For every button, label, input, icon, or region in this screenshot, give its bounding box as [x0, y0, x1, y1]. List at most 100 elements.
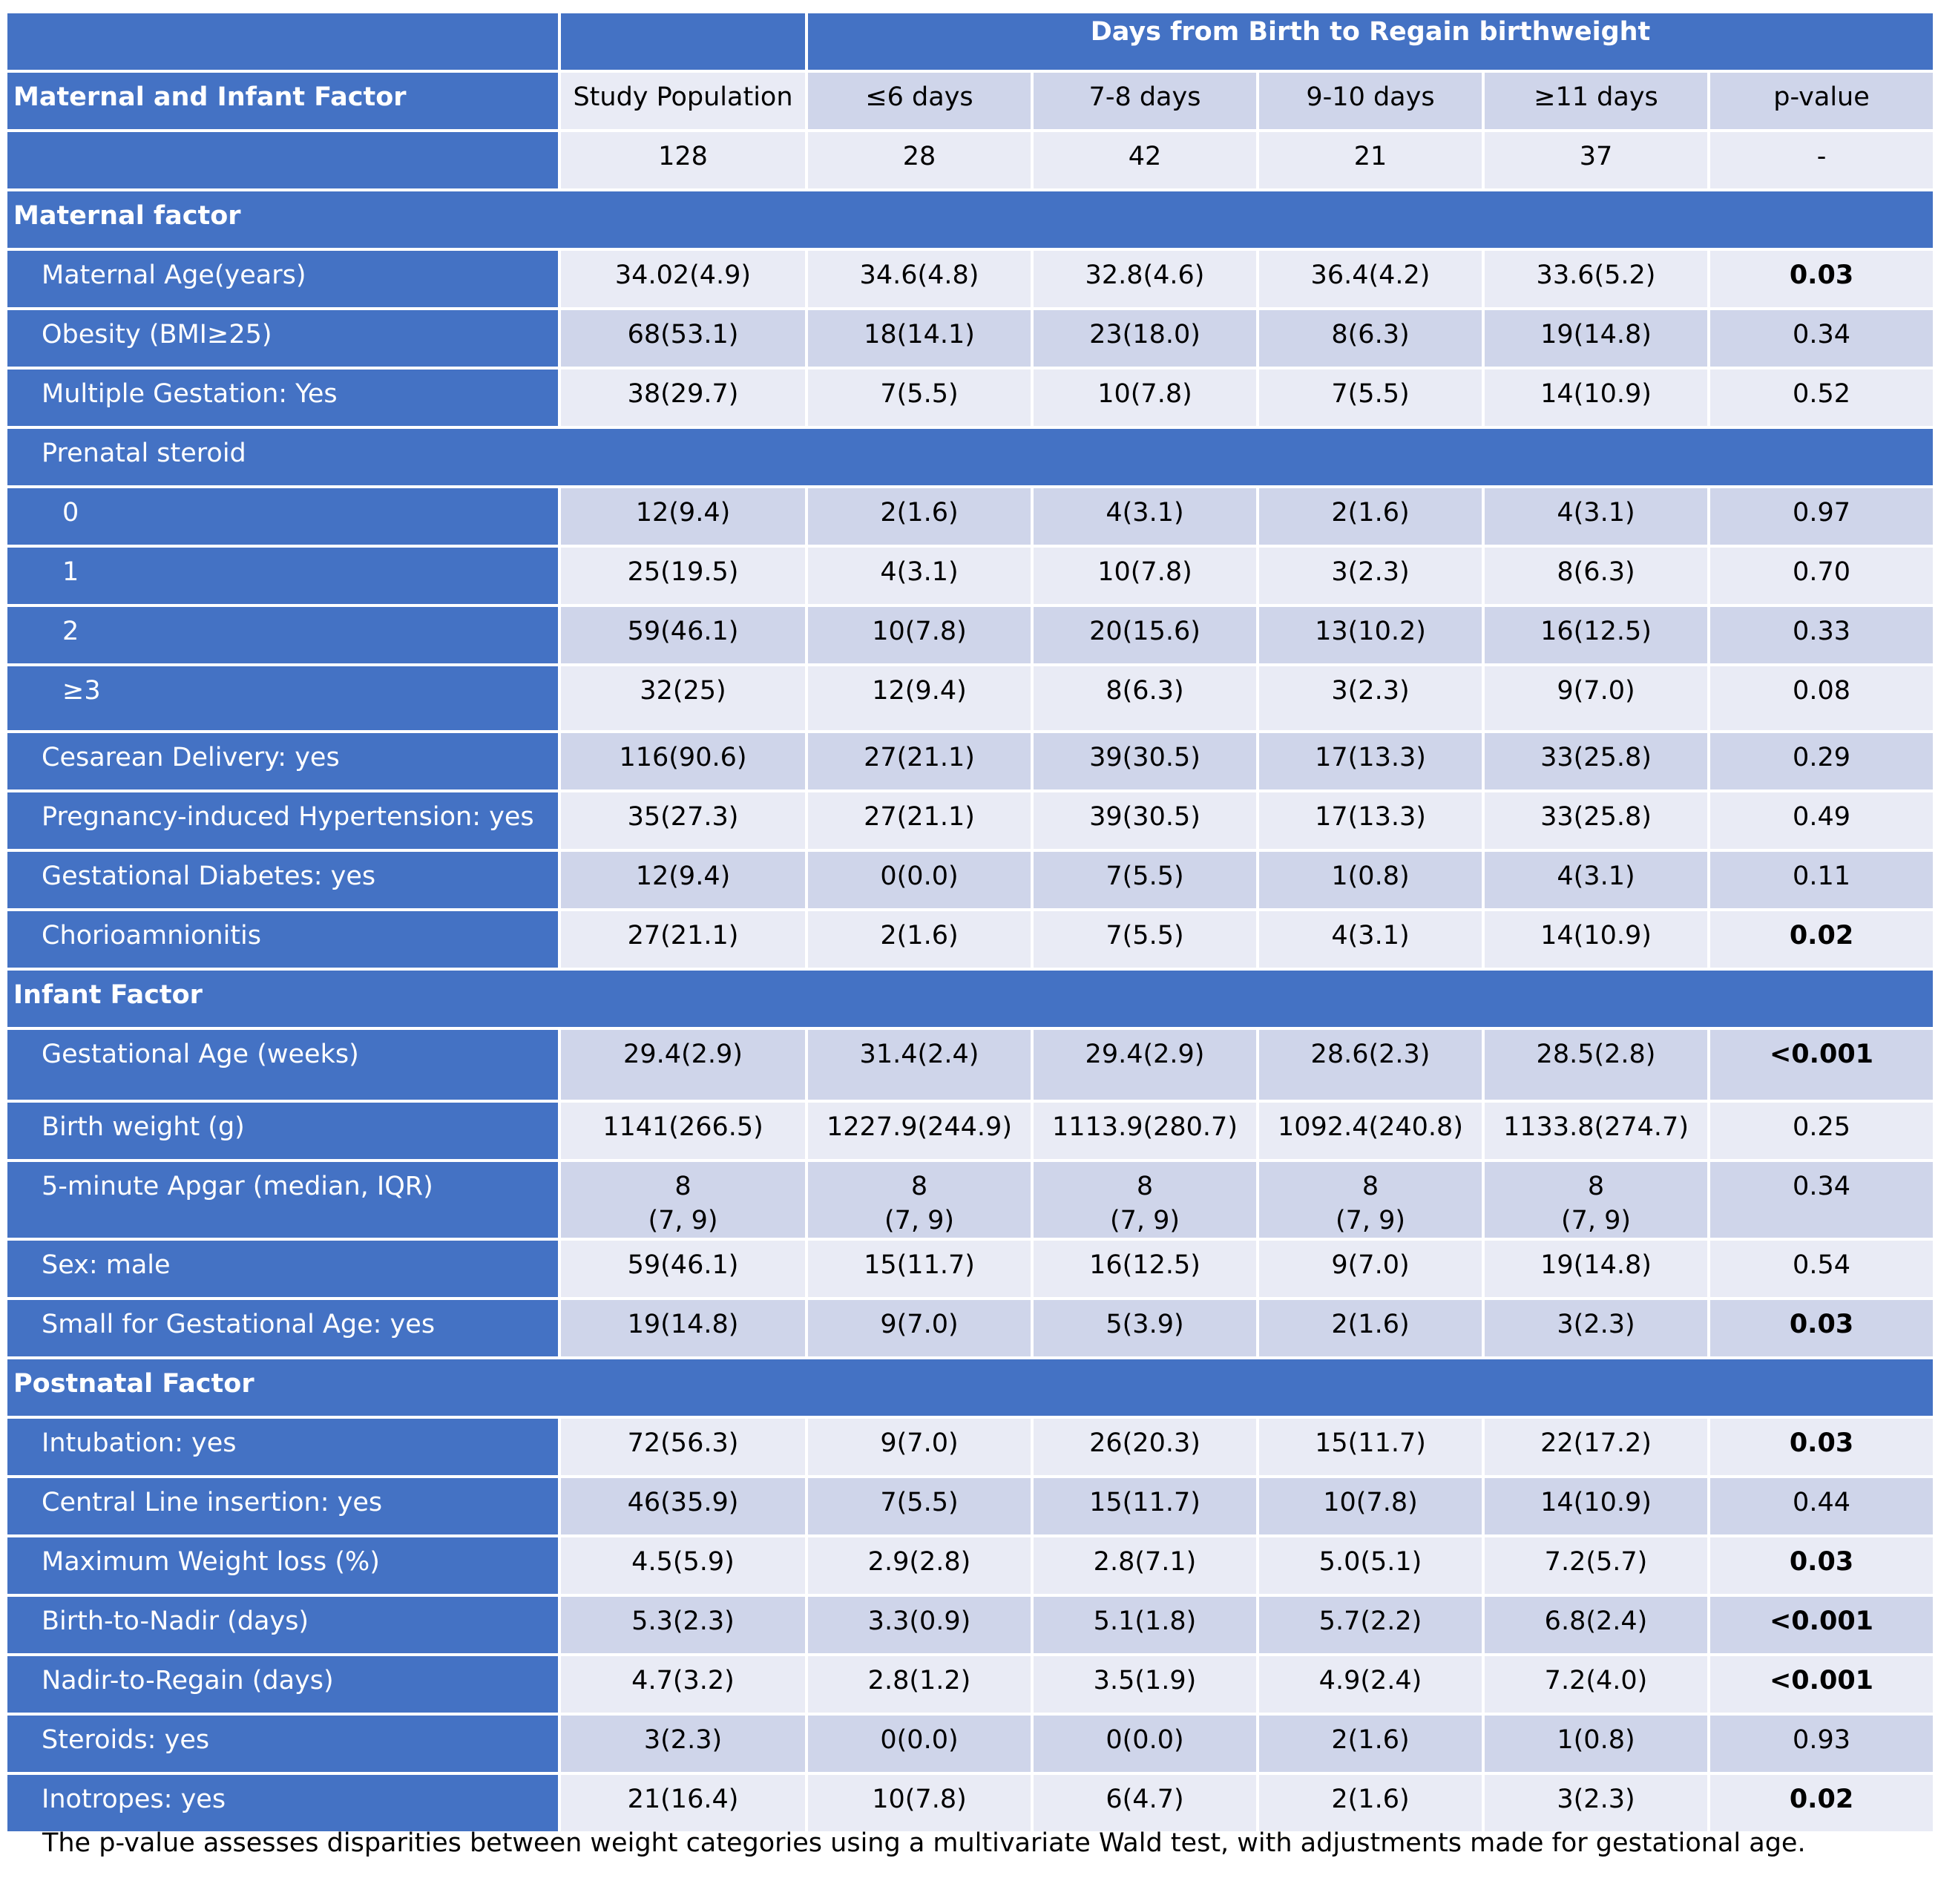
p-value-cell: 0.25 [1707, 1100, 1937, 1162]
value-cell: 17(13.3) [1256, 789, 1485, 852]
row-label: Nadir-to-Regain (days) [4, 1653, 561, 1716]
value-cell: 29.4(2.9) [1031, 1027, 1259, 1103]
row-label: Inotropes: yes [4, 1772, 561, 1834]
value-cell: 8 (7, 9) [558, 1159, 808, 1241]
row-label: Chorioamnionitis [4, 908, 561, 971]
value-cell: 2(1.6) [1256, 1713, 1485, 1775]
value-cell: 7(5.5) [1031, 908, 1259, 971]
table-row: Central Line insertion: yes 46(35.9) 7(5.5… [4, 1475, 1937, 1537]
section-header-row: Maternal factor [4, 188, 1937, 251]
value-cell: 32(25) [558, 663, 808, 733]
value-cell: 21(16.4) [558, 1772, 808, 1834]
row-label: 0 [4, 485, 561, 548]
value-cell: 12(9.4) [558, 849, 808, 911]
value-cell: 15(11.7) [805, 1238, 1034, 1300]
table-row: Multiple Gestation: Yes 38(29.7) 7(5.5) 10(… [4, 367, 1937, 429]
value-cell: 13(10.2) [1256, 604, 1485, 666]
value-cell: 18(14.1) [805, 307, 1034, 370]
p-value-cell: 0.33 [1707, 604, 1937, 666]
p-value-cell: 0.93 [1707, 1713, 1937, 1775]
row-label: Birth weight (g) [4, 1100, 561, 1162]
value-cell: 2(1.6) [805, 485, 1034, 548]
value-cell: 9(7.0) [1256, 1238, 1485, 1300]
value-cell: 3(2.3) [1482, 1772, 1710, 1834]
column-header: 7-8 days [1031, 70, 1259, 132]
value-cell: 26(20.3) [1031, 1416, 1259, 1478]
table-row: Nadir-to-Regain (days) 4.7(3.2) 2.8(1.2) 3.… [4, 1653, 1937, 1716]
value-cell: 2(1.6) [1256, 485, 1485, 548]
value-cell: 27(21.1) [558, 908, 808, 971]
p-value-cell: <0.001 [1707, 1027, 1937, 1103]
first-col-header: Maternal and Infant Factor [4, 70, 561, 132]
p-value-cell: 0.02 [1707, 908, 1937, 971]
value-cell: 0(0.0) [805, 849, 1034, 911]
subheader-row: Prenatal steroid [4, 426, 1937, 488]
value-cell: 22(17.2) [1482, 1416, 1710, 1478]
value-cell: 68(53.1) [558, 307, 808, 370]
value-cell: 4(3.1) [1482, 849, 1710, 911]
row-label: Birth-to-Nadir (days) [4, 1594, 561, 1656]
header-columns-row: Maternal and Infant Factor Study Populat… [4, 70, 1937, 132]
value-cell: 7(5.5) [805, 367, 1034, 429]
value-cell: 4(3.1) [1031, 485, 1259, 548]
p-value-cell: <0.001 [1707, 1594, 1937, 1656]
value-cell: 3.5(1.9) [1031, 1653, 1259, 1716]
p-value-cell: 0.34 [1707, 307, 1937, 370]
value-cell: 3.3(0.9) [805, 1594, 1034, 1656]
value-cell: 3(2.3) [558, 1713, 808, 1775]
value-cell: 8 (7, 9) [1482, 1159, 1710, 1241]
p-value-cell: 0.08 [1707, 663, 1937, 733]
value-cell: 7(5.5) [1031, 849, 1259, 911]
row-label: Obesity (BMI≥25) [4, 307, 561, 370]
row-label: Gestational Age (weeks) [4, 1027, 561, 1103]
p-value-cell: 0.03 [1707, 1297, 1937, 1359]
value-cell: 27(21.1) [805, 730, 1034, 792]
value-cell: 27(21.1) [805, 789, 1034, 852]
header-blank-cell [4, 10, 561, 73]
section-title: Postnatal Factor [4, 1356, 1937, 1419]
value-cell: 8 (7, 9) [1256, 1159, 1485, 1241]
value-cell: 14(10.9) [1482, 367, 1710, 429]
table-row: Cesarean Delivery: yes 116(90.6) 27(21.1) 3… [4, 730, 1937, 792]
value-cell: 59(46.1) [558, 1238, 808, 1300]
value-cell: 1133.8(274.7) [1482, 1100, 1710, 1162]
column-header: ≥11 days [1482, 70, 1710, 132]
n-cell: - [1707, 129, 1937, 191]
value-cell: 3(2.3) [1256, 545, 1485, 607]
value-cell: 9(7.0) [805, 1297, 1034, 1359]
column-header: Study Population [558, 70, 808, 132]
n-cell: 37 [1482, 129, 1710, 191]
value-cell: 10(7.8) [805, 604, 1034, 666]
value-cell: 59(46.1) [558, 604, 808, 666]
row-label: Gestational Diabetes: yes [4, 849, 561, 911]
p-value-cell: 0.03 [1707, 248, 1937, 310]
value-cell: 36.4(4.2) [1256, 248, 1485, 310]
value-cell: 33.6(5.2) [1482, 248, 1710, 310]
value-cell: 23(18.0) [1031, 307, 1259, 370]
value-cell: 2(1.6) [1256, 1297, 1485, 1359]
value-cell: 35(27.3) [558, 789, 808, 852]
table-row: 5-minute Apgar (median, IQR) 8 (7, 9) 8 (7… [4, 1159, 1937, 1241]
p-value-cell: 0.03 [1707, 1534, 1937, 1597]
value-cell: 7.2(5.7) [1482, 1534, 1710, 1597]
table-row: Pregnancy-induced Hypertension: yes 35(27… [4, 789, 1937, 852]
p-value-cell: 0.70 [1707, 545, 1937, 607]
value-cell: 32.8(4.6) [1031, 248, 1259, 310]
table-row: Steroids: yes 3(2.3) 0(0.0) 0(0.0) 2(1.6) 1(0… [4, 1713, 1937, 1775]
column-header: p-value [1707, 70, 1937, 132]
value-cell: 16(12.5) [1482, 604, 1710, 666]
value-cell: 20(15.6) [1031, 604, 1259, 666]
row-label: Maximum Weight loss (%) [4, 1534, 561, 1597]
table-row: Chorioamnionitis 27(21.1) 2(1.6) 7(5.5) 4(3.… [4, 908, 1937, 971]
section-header-row: Infant Factor [4, 968, 1937, 1030]
value-cell: 1113.9(280.7) [1031, 1100, 1259, 1162]
value-cell: 8 (7, 9) [1031, 1159, 1259, 1241]
value-cell: 12(9.4) [558, 485, 808, 548]
table-row: 1 25(19.5) 4(3.1) 10(7.8) 3(2.3) 8(6.3) 0.70 [4, 545, 1937, 607]
value-cell: 8 (7, 9) [805, 1159, 1034, 1241]
p-value-cell: 0.29 [1707, 730, 1937, 792]
value-cell: 3(2.3) [1256, 663, 1485, 733]
value-cell: 6.8(2.4) [1482, 1594, 1710, 1656]
value-cell: 38(29.7) [558, 367, 808, 429]
table-row: Intubation: yes 72(56.3) 9(7.0) 26(20.3) 15(… [4, 1416, 1937, 1478]
